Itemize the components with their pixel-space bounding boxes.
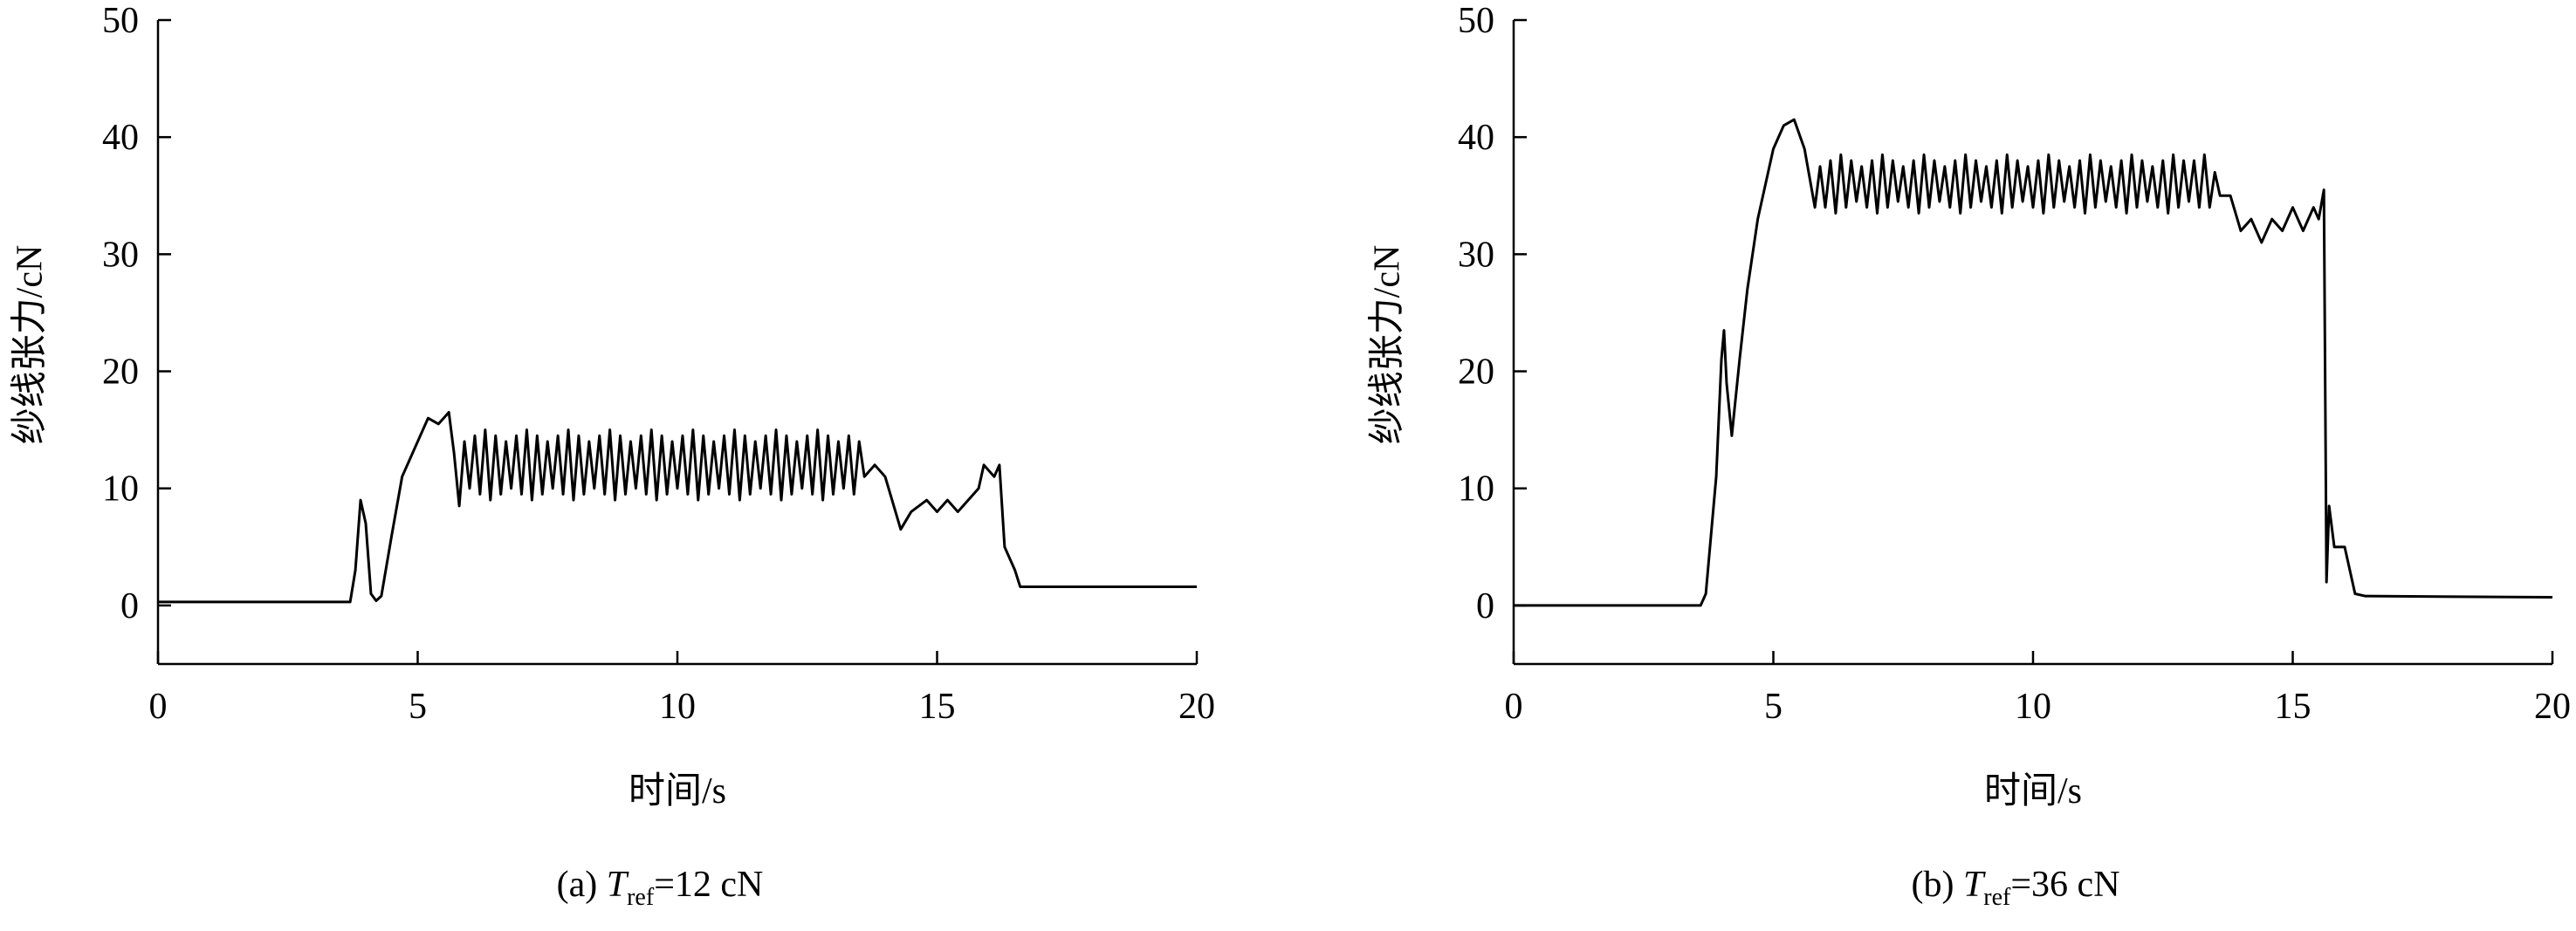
caption-prefix: (a)	[557, 865, 607, 905]
caption: (b) Tref=36 cN	[1911, 865, 2119, 911]
caption-symbol: T	[607, 865, 629, 905]
y-tick-label: 50	[102, 1, 139, 41]
x-tick-label: 20	[1178, 687, 1215, 727]
caption-suffix: =36 cN	[2010, 865, 2119, 905]
caption-subscript: ref	[627, 884, 655, 911]
y-tick-label: 40	[102, 118, 139, 158]
x-tick-label: 10	[659, 687, 696, 727]
chart: 0 10 20 30 40 50 0 5 10 15 20 纱线张力/cN 时间/s (b) Tref=3…	[1368, 1, 2571, 911]
x-tick-label: 20	[2534, 687, 2571, 727]
tension-line	[158, 411, 1197, 604]
caption-symbol: T	[1963, 865, 1986, 905]
caption-subscript: ref	[1983, 884, 2011, 911]
y-tick-label: 10	[1458, 469, 1494, 510]
caption-suffix: =12 cN	[654, 865, 763, 905]
y-tick-label: 50	[1458, 1, 1494, 41]
caption: (a) Tref=12 cN	[557, 865, 764, 911]
x-tick-label: 0	[149, 687, 168, 727]
y-tick-label: 0	[1476, 586, 1494, 626]
y-tick-label: 10	[102, 469, 139, 510]
y-tick-label: 20	[1458, 353, 1494, 393]
chart: 0 10 20 30 40 50 0 5 10 15 20 纱线张力/cN 时间/s (a) Tref=1…	[10, 1, 1215, 911]
y-axis-label: 纱线张力/cN	[10, 245, 51, 445]
y-tick-label: 0	[120, 586, 139, 626]
x-tick-label: 15	[2275, 687, 2312, 727]
x-tick-label: 15	[919, 687, 956, 727]
y-axis-label: 纱线张力/cN	[1368, 245, 1408, 445]
x-tick-label: 5	[1764, 687, 1783, 727]
x-tick-label: 10	[2015, 687, 2051, 727]
x-axis-label: 时间/s	[629, 771, 726, 811]
x-axis-label: 时间/s	[1984, 771, 2082, 811]
caption-prefix: (b)	[1911, 865, 1962, 905]
y-tick-label: 30	[1458, 235, 1494, 275]
x-tick-label: 5	[409, 687, 427, 727]
y-tick-label: 30	[102, 235, 139, 275]
x-tick-label: 0	[1505, 687, 1523, 727]
tension-line	[1514, 118, 2553, 607]
y-tick-label: 20	[102, 353, 139, 393]
y-tick-label: 40	[1458, 118, 1494, 158]
